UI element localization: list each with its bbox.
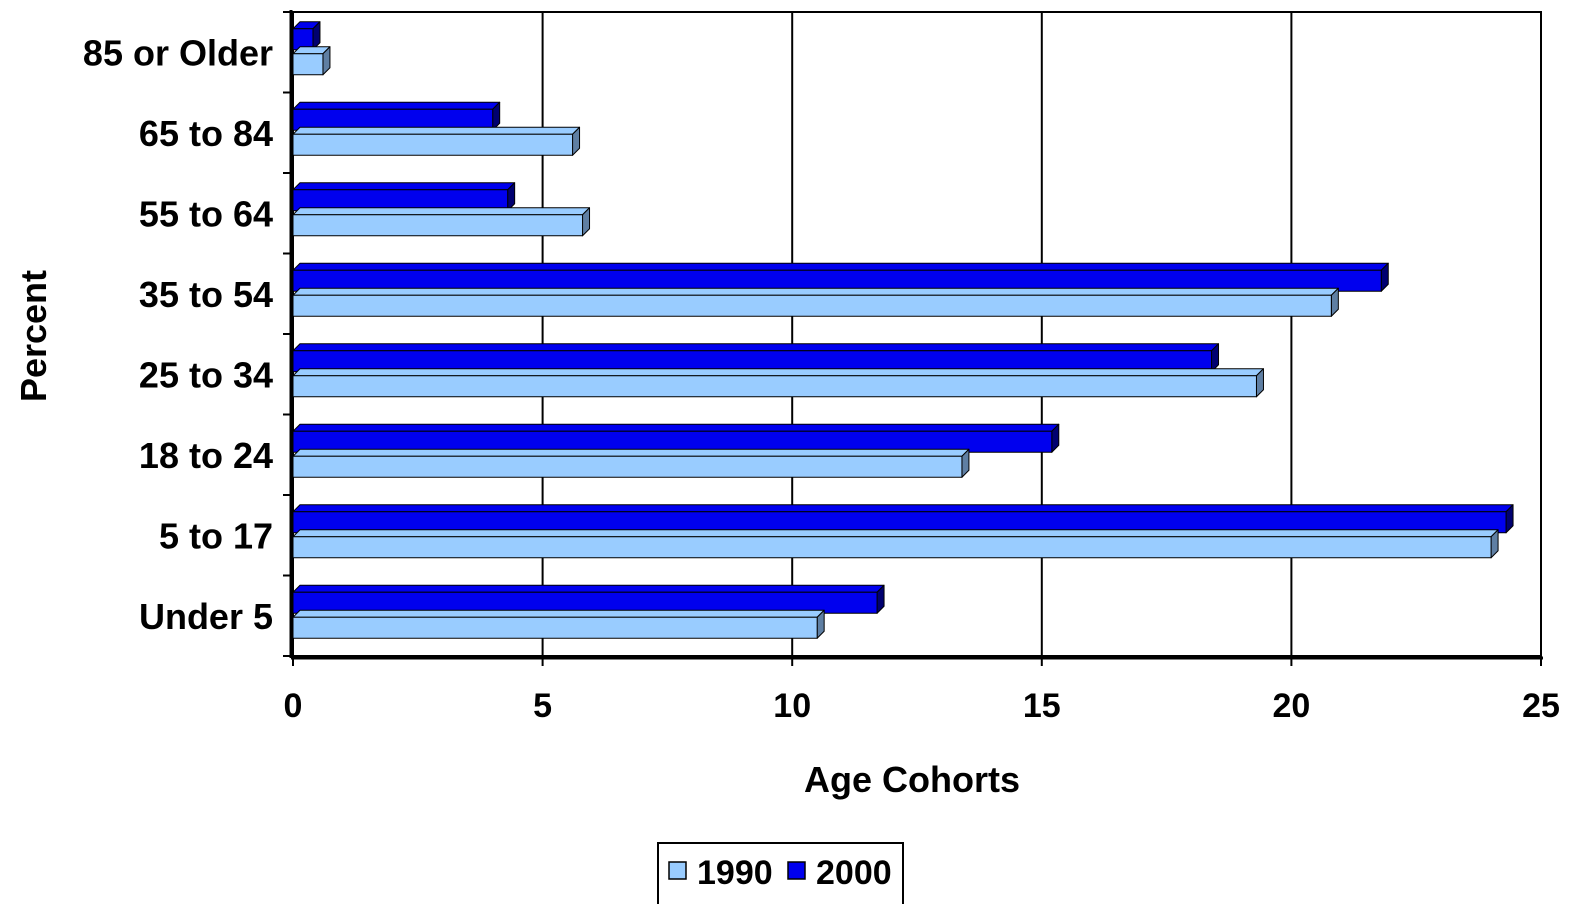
bar-1990-0	[292, 609, 825, 639]
x-tick-label-20: 20	[1272, 687, 1310, 725]
legend-label-1990: 1990	[697, 854, 773, 892]
category-label-6: 65 to 84	[139, 113, 273, 154]
legend-label-2000: 2000	[816, 854, 892, 892]
bar-2000-2	[292, 423, 1060, 453]
bar-2000-1	[292, 504, 1514, 534]
category-label-7: 85 or Older	[83, 32, 273, 73]
category-label-0: Under 5	[139, 596, 273, 637]
bar-2000-6	[292, 101, 501, 131]
x-axis-title: Age Cohorts	[804, 759, 1020, 800]
category-label-2: 18 to 24	[139, 435, 273, 476]
bar-2000-3	[292, 343, 1220, 373]
bar-1990-2	[292, 448, 970, 478]
category-labels: Under 5 5 to 17 18 to 24 25 to 34 35 to 54 55…	[83, 32, 273, 637]
x-tick-label-0: 0	[284, 687, 303, 725]
gridlines	[541, 12, 1542, 656]
y-axis-title: Percent	[13, 270, 54, 402]
bar-2000-5	[292, 182, 516, 212]
legend-swatch-1990	[668, 861, 687, 880]
category-label-4: 35 to 54	[139, 274, 273, 315]
category-label-1: 5 to 17	[159, 515, 273, 556]
axes	[283, 10, 1543, 666]
category-label-3: 25 to 34	[139, 354, 273, 395]
bar-1990-3	[292, 368, 1264, 398]
bar-2000-4	[292, 262, 1389, 292]
tick-labels: 0 5 10 15 20 25	[284, 687, 1560, 725]
x-tick-label-5: 5	[533, 687, 552, 725]
legend-box	[657, 842, 904, 909]
x-tick-label-25: 25	[1522, 687, 1560, 725]
bar-1990-4	[292, 287, 1339, 317]
bar-2000-7	[292, 21, 321, 51]
legend-swatch-2000	[787, 861, 806, 880]
bar-1990-1	[292, 529, 1499, 559]
x-tick-label-15: 15	[1023, 687, 1061, 725]
legend: 1990 2000	[657, 842, 904, 909]
bars	[292, 21, 1514, 639]
bar-2000-0	[292, 584, 885, 614]
x-tick-label-10: 10	[773, 687, 811, 725]
bar-1990-5	[292, 207, 591, 237]
bar-1990-6	[292, 126, 581, 156]
category-label-5: 55 to 64	[139, 193, 273, 234]
bar-1990-7	[292, 46, 331, 76]
